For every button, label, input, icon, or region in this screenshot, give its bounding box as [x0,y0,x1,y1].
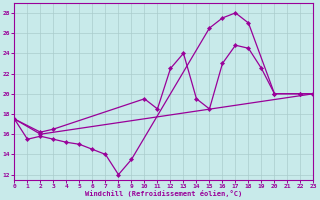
X-axis label: Windchill (Refroidissement éolien,°C): Windchill (Refroidissement éolien,°C) [85,190,243,197]
